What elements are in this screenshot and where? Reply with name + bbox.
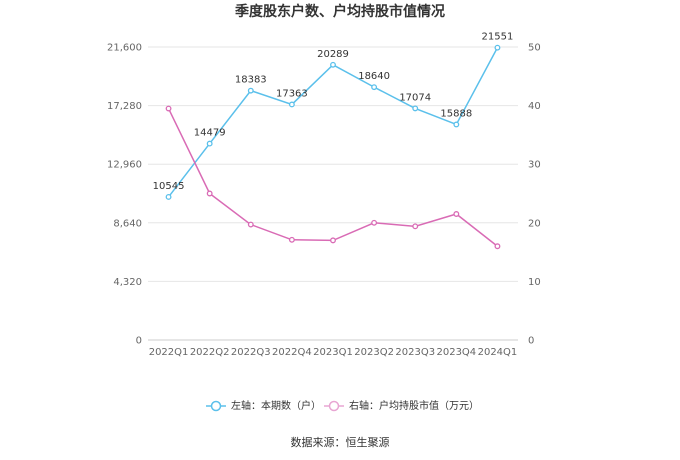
x-axis-tick-label: 2022Q2	[190, 347, 230, 358]
legend-label-right-series: 右轴：户均持股市值（万元）	[349, 399, 479, 412]
data-point-avg-value	[330, 237, 336, 244]
x-axis-tick-label: 2023Q4	[436, 347, 476, 358]
label-layer: 10545 14479 18383 17363 20289 18640 17074 15888…	[153, 32, 514, 192]
data-point-holders	[453, 121, 460, 128]
data-point-holders	[412, 105, 419, 112]
data-point-holders	[165, 194, 172, 200]
x-axis-tick-label: 2022Q3	[231, 347, 271, 358]
data-source: 数据来源：恒生聚源	[291, 435, 390, 449]
right-axis-tick-label: 10	[528, 277, 541, 288]
data-point-avg-value	[247, 221, 254, 228]
data-point-holders	[247, 87, 254, 94]
data-point-avg-value	[412, 223, 419, 230]
right-axis-tick-label: 20	[528, 218, 541, 229]
series-layer	[165, 44, 501, 250]
chart-title: 季度股东户数、户均持股市值情况	[234, 3, 445, 20]
data-point-avg-value	[494, 243, 501, 250]
data-point-avg-value	[371, 219, 378, 226]
data-label: 17363	[276, 88, 308, 99]
right-axis-tick-label: 50	[528, 43, 541, 54]
x-axis-tick-label: 2022Q4	[272, 347, 312, 358]
data-point-holders	[206, 140, 213, 147]
data-label: 20289	[317, 49, 349, 60]
series-line-holders	[167, 47, 499, 198]
right-axis-tick-label: 30	[528, 160, 541, 171]
data-point-avg-value	[453, 211, 460, 217]
right-axis-tick-label: 40	[528, 101, 541, 112]
data-label: 15888	[440, 108, 472, 119]
grid-layer	[148, 46, 518, 341]
legend-marker-left-series	[210, 400, 222, 412]
legend-label-left-series: 左轴：本期数（户）	[231, 399, 321, 412]
x-axis-tick-label: 2023Q1	[313, 347, 353, 358]
data-label: 17074	[399, 92, 431, 103]
data-point-holders	[330, 61, 336, 68]
left-axis-tick-label: 0	[136, 336, 142, 347]
data-label: 10545	[153, 181, 185, 192]
legend: 左轴：本期数（户） 右轴：户均持股市值（万元）	[206, 399, 479, 412]
axis-layer: 0 4,320 8,640 12,960 17,280 21,600 0 10 20 30 40 50…	[107, 43, 541, 359]
x-axis-tick-label: 2023Q2	[354, 347, 394, 358]
x-axis-tick-label: 2024Q1	[478, 347, 518, 358]
left-axis-tick-label: 17,280	[107, 101, 142, 112]
data-point-avg-value	[165, 105, 172, 112]
left-axis-tick-label: 21,600	[107, 43, 142, 54]
data-label: 21551	[482, 32, 514, 43]
data-label: 14479	[194, 128, 226, 139]
x-axis-tick-label: 2023Q3	[395, 347, 435, 358]
data-point-holders	[371, 84, 378, 91]
legend-marker-right-series	[328, 400, 340, 412]
legend-item-left-series[interactable]: 左轴：本期数（户）	[206, 399, 321, 412]
data-point-avg-value	[206, 190, 213, 197]
data-label: 18383	[235, 75, 267, 86]
left-axis-tick-label: 4,320	[113, 277, 142, 288]
data-point-holders	[288, 101, 295, 108]
data-label: 18640	[358, 71, 390, 82]
x-axis-tick-label: 2022Q1	[149, 347, 189, 358]
data-point-avg-value	[288, 236, 295, 243]
right-axis-tick-label: 0	[528, 336, 534, 347]
legend-item-right-series[interactable]: 右轴：户均持股市值（万元）	[324, 399, 479, 412]
left-axis-tick-label: 12,960	[107, 160, 142, 171]
left-axis-tick-label: 8,640	[113, 218, 142, 229]
data-point-holders	[494, 44, 501, 51]
